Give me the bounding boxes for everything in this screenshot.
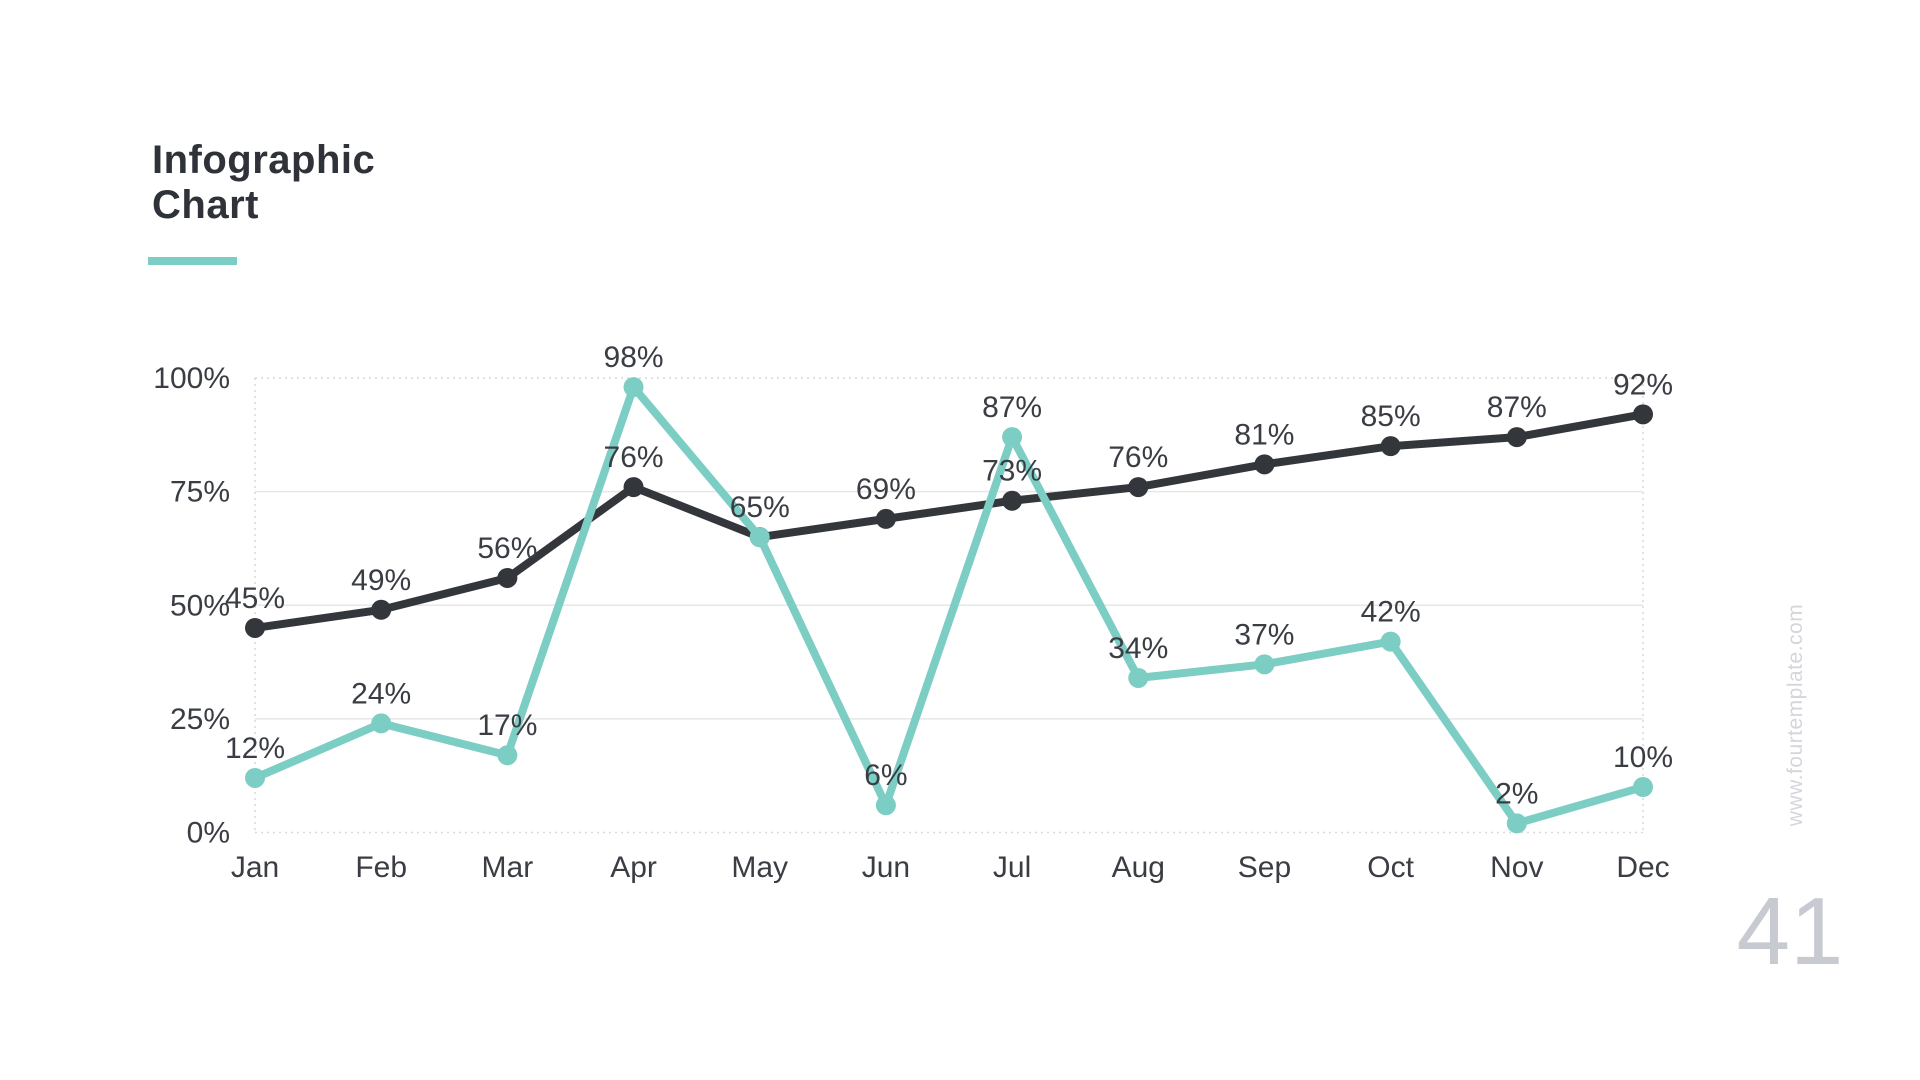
teal-series-line — [251, 383, 1647, 828]
teal-series-label-jan: 12% — [225, 732, 285, 765]
dark-series-point-mar — [497, 567, 518, 588]
teal-series-label-jul: 87% — [982, 391, 1042, 424]
teal-series-point-dec — [1633, 777, 1653, 798]
teal-series-point-feb — [371, 713, 392, 734]
dark-series-label-dec: 92% — [1613, 368, 1673, 401]
teal-series-point-jun — [875, 795, 896, 816]
teal-series-point-jan — [245, 767, 265, 788]
page-number: 41 — [1736, 878, 1844, 985]
dark-series-label-jun: 69% — [856, 473, 916, 506]
teal-series-label-apr: 98% — [604, 341, 664, 374]
dark-series-label-nov: 87% — [1487, 391, 1547, 424]
dark-series-point-oct — [1380, 436, 1401, 457]
x-axis-label-nov: Nov — [1490, 851, 1543, 884]
teal-series-point-nov — [1506, 813, 1527, 834]
teal-series-point-oct — [1380, 631, 1401, 652]
dark-series-point-jan — [245, 617, 265, 638]
y-axis-tick-25%: 25% — [170, 703, 230, 736]
dark-series-point-dec — [1633, 404, 1653, 425]
dark-series-label-aug: 76% — [1108, 441, 1168, 474]
dark-series-label-jan: 45% — [225, 582, 285, 615]
dark-series-label-sep: 81% — [1234, 418, 1294, 451]
teal-series-label-sep: 37% — [1234, 618, 1294, 651]
dark-series-label-mar: 56% — [477, 532, 537, 565]
page-title-line1: Infographic — [152, 138, 376, 182]
dark-series-point-jun — [875, 508, 896, 529]
dark-series-label-oct: 85% — [1361, 400, 1421, 433]
teal-series-label-feb: 24% — [351, 677, 411, 710]
x-axis-label-jun: Jun — [862, 851, 910, 884]
teal-series-label-mar: 17% — [477, 709, 537, 742]
teal-series-label-aug: 34% — [1108, 632, 1168, 665]
teal-series-label-nov: 2% — [1495, 777, 1538, 810]
x-axis-label-oct: Oct — [1367, 851, 1414, 884]
teal-series-point-sep — [1254, 654, 1275, 675]
dark-series-line — [251, 410, 1647, 632]
x-axis-label-jul: Jul — [993, 851, 1031, 884]
page-title: Infographic Chart — [152, 138, 375, 228]
dark-series-point-jul — [1002, 490, 1023, 511]
x-axis-label-mar: Mar — [482, 851, 534, 884]
x-axis-label-may: May — [731, 851, 788, 884]
page-title-line2: Chart — [152, 183, 259, 227]
teal-series-point-mar — [497, 745, 518, 766]
teal-series-label-jun: 6% — [864, 759, 907, 792]
x-axis-label-aug: Aug — [1112, 851, 1165, 884]
x-axis-label-sep: Sep — [1238, 851, 1291, 884]
teal-series-label-may: 65% — [730, 491, 790, 524]
dark-series-point-aug — [1128, 477, 1149, 498]
teal-series-point-may — [749, 527, 770, 548]
dark-series-point-apr — [623, 477, 644, 498]
x-axis-label-apr: Apr — [610, 851, 657, 884]
title-accent-bar — [148, 257, 237, 265]
dark-series-point-sep — [1254, 454, 1275, 475]
y-axis-tick-100%: 100% — [153, 362, 230, 395]
y-axis-tick-0%: 0% — [187, 817, 230, 850]
y-axis-tick-75%: 75% — [170, 476, 230, 509]
dark-series-point-nov — [1506, 427, 1527, 448]
y-axis-tick-50%: 50% — [170, 589, 230, 622]
teal-series-point-apr — [623, 377, 644, 398]
teal-series-point-aug — [1128, 667, 1149, 688]
dark-series-point-feb — [371, 599, 392, 620]
teal-series-label-dec: 10% — [1613, 741, 1673, 774]
watermark-text: www.fourtemplate.com — [1784, 603, 1807, 827]
teal-series-label-oct: 42% — [1361, 596, 1421, 629]
teal-series-point-jul — [1002, 427, 1023, 448]
x-axis-label-dec: Dec — [1616, 851, 1669, 884]
dark-series-label-apr: 76% — [604, 441, 664, 474]
dark-series-label-jul: 73% — [982, 455, 1042, 488]
dark-series-label-feb: 49% — [351, 564, 411, 597]
x-axis-label-feb: Feb — [355, 851, 407, 884]
x-axis-label-jan: Jan — [231, 851, 279, 884]
